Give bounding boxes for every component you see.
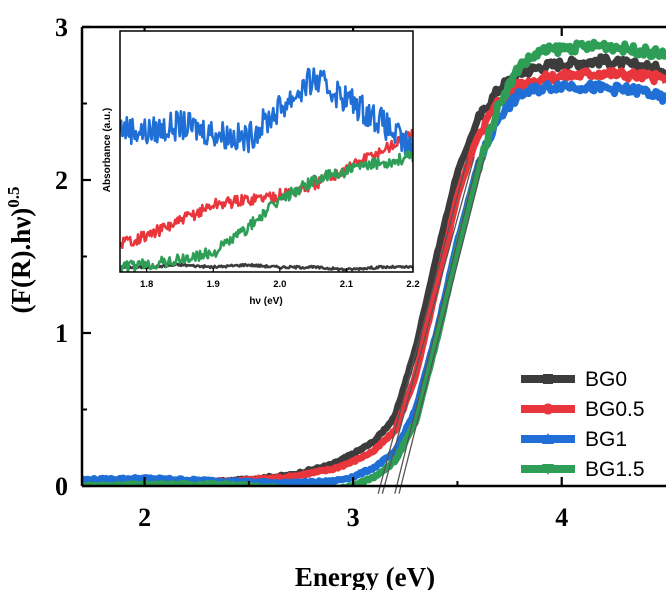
x-axis-title: Energy (eV) <box>295 562 435 590</box>
y-tick-label: 3 <box>55 13 68 42</box>
inset-x-tick-label: 1.8 <box>140 279 153 290</box>
inset-series-BG0.5 <box>120 128 413 250</box>
legend-entry-BG1.5: BG1.5 <box>521 458 645 481</box>
x-tick-label: 4 <box>555 503 568 532</box>
main-series-BG1.5 <box>82 38 666 486</box>
inset-series-BG1 <box>120 67 413 157</box>
legend-label: BG1 <box>585 428 627 451</box>
main-plot <box>80 25 666 494</box>
x-tick-label: 3 <box>347 503 360 532</box>
main-y-ticks: 0 1 2 3 <box>55 13 91 501</box>
y-axis-title-main: (F(R).hν) <box>6 208 36 314</box>
legend: BG0 BG0.5 BG1 BG1.5 <box>521 368 645 481</box>
main-series-BG1 <box>82 79 666 486</box>
inset-x-tick-label: 2.0 <box>273 279 286 290</box>
tangent-line <box>381 156 475 494</box>
inset-background <box>120 31 413 272</box>
y-tick-label: 1 <box>55 319 68 348</box>
legend-entry-BG0.5: BG0.5 <box>521 398 645 421</box>
inset-frame <box>119 30 414 273</box>
legend-label: BG0 <box>585 368 627 391</box>
legend-entry-BG1: BG1 <box>521 428 627 451</box>
inset-series-BG0 <box>120 262 413 272</box>
inset-x-ticks: 1.8 1.9 2.0 2.1 2.2 <box>140 268 420 290</box>
y-tick-label: 0 <box>55 472 68 501</box>
tangent-line <box>377 156 469 494</box>
inset-y-axis-title: Absorbance (a.u.) <box>102 108 113 192</box>
legend-label: BG1.5 <box>585 458 645 481</box>
legend-marker <box>543 374 553 384</box>
legend-marker <box>542 464 554 475</box>
inset-x-tick-label: 1.9 <box>207 279 220 290</box>
legend-marker <box>542 403 554 415</box>
legend-marker <box>542 433 554 444</box>
legend-entry-BG0: BG0 <box>521 368 627 391</box>
y-axis-title-exponent: 0.5 <box>4 186 23 207</box>
inset-series-BG1.5 <box>120 150 413 272</box>
tangent-line <box>394 156 479 494</box>
main-series-group <box>82 38 666 486</box>
y-tick-label: 2 <box>55 166 68 195</box>
inset-series-group <box>120 67 413 272</box>
legend-label: BG0.5 <box>585 398 645 421</box>
inset-plot <box>119 30 414 273</box>
y-axis-title: (F(R).hν)0.5 <box>4 186 36 313</box>
inset-x-axis-title: hν (eV) <box>249 296 282 307</box>
tangent-line <box>398 156 486 494</box>
x-tick-label: 2 <box>138 503 151 532</box>
inset-x-tick-label: 2.2 <box>406 279 419 290</box>
inset-x-tick-label: 2.1 <box>340 279 354 290</box>
